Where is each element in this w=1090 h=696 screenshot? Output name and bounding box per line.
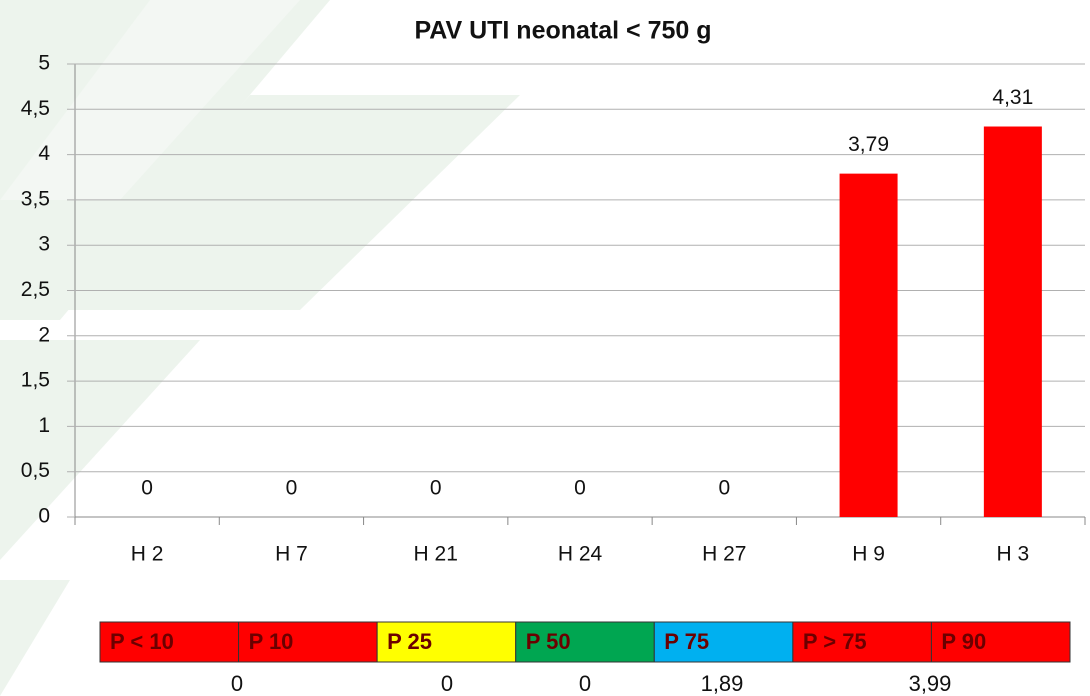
- y-tick-label: 3: [38, 233, 50, 256]
- x-tick-label: H 21: [414, 543, 458, 566]
- value-label: 0: [718, 477, 730, 500]
- percentile-box: [515, 621, 655, 663]
- x-tick-label: H 9: [852, 543, 885, 566]
- value-label: 3,79: [848, 133, 889, 156]
- y-tick-label: 1: [38, 414, 50, 437]
- x-tick-label: H 7: [275, 543, 308, 566]
- bar: [839, 173, 898, 517]
- value-label: 4,31: [992, 86, 1033, 109]
- percentile-value: 0: [441, 671, 453, 696]
- y-tick-label: 1,5: [21, 369, 50, 392]
- percentile-label: P 75: [664, 629, 709, 654]
- value-label: 0: [430, 477, 442, 500]
- y-tick-label: 4,5: [21, 97, 50, 120]
- percentile-label: P < 10: [110, 629, 174, 654]
- y-tick-label: 3,5: [21, 187, 50, 210]
- y-tick-label: 0,5: [21, 459, 50, 482]
- y-tick-label: 5: [38, 52, 50, 75]
- percentile-value: 0: [579, 671, 591, 696]
- percentile-box: [653, 621, 794, 663]
- background-stripes: [0, 0, 520, 696]
- value-label: 0: [141, 477, 153, 500]
- bar: [983, 126, 1042, 517]
- percentile-box: [792, 621, 932, 663]
- x-tick-label: H 2: [131, 543, 164, 566]
- percentile-value: 1,89: [701, 671, 744, 696]
- percentile-label: P 10: [249, 629, 294, 654]
- x-tick-label: H 24: [558, 543, 603, 566]
- y-tick-label: 4: [38, 142, 50, 165]
- x-tick-label: H 3: [997, 543, 1030, 566]
- value-label: 0: [574, 477, 586, 500]
- percentile-value: 0: [231, 671, 243, 696]
- percentile-value: 3,99: [909, 671, 952, 696]
- y-tick-label: 2: [38, 323, 50, 346]
- percentile-box: [930, 621, 1071, 663]
- chart-title: PAV UTI neonatal < 750 g: [414, 17, 711, 45]
- y-tick-label: 2,5: [21, 278, 50, 301]
- percentile-box: [99, 621, 240, 663]
- percentile-label: P 50: [526, 629, 571, 654]
- percentile-label: P > 75: [803, 629, 867, 654]
- percentile-label: P 25: [387, 629, 432, 654]
- value-label: 0: [286, 477, 298, 500]
- x-tick-label: H 27: [702, 543, 746, 566]
- percentile-label: P 90: [941, 629, 986, 654]
- y-tick-label: 0: [38, 505, 50, 528]
